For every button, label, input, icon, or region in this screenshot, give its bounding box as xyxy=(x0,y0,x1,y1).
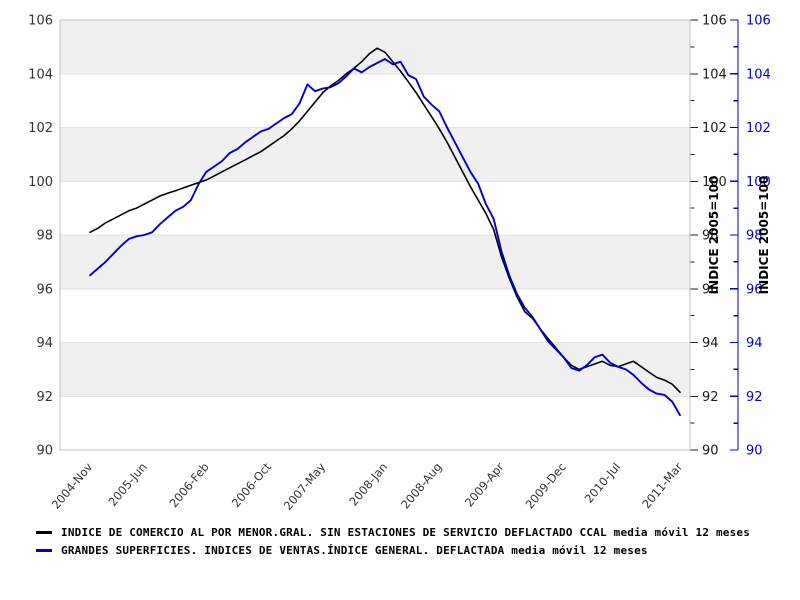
legend-item-comercio: INDICE DE COMERCIO AL POR MENOR.GRAL. SI… xyxy=(36,526,750,539)
svg-text:2006-Oct: 2006-Oct xyxy=(229,460,275,510)
chart-legend: INDICE DE COMERCIO AL POR MENOR.GRAL. SI… xyxy=(36,526,750,557)
svg-text:2011-Mar: 2011-Mar xyxy=(639,460,685,511)
svg-text:2004-Nov: 2004-Nov xyxy=(49,460,96,512)
legend-label-comercio: INDICE DE COMERCIO AL POR MENOR.GRAL. SI… xyxy=(61,526,751,539)
svg-text:92: 92 xyxy=(702,390,719,405)
svg-text:98: 98 xyxy=(36,229,53,244)
x-axis: 2004-Nov 2005-Jun 2006-Feb 2006-Oct 2007-May… xyxy=(49,460,686,513)
svg-text:2010-Jul: 2010-Jul xyxy=(582,460,624,506)
svg-text:2005-Jun: 2005-Jun xyxy=(105,460,149,509)
svg-text:104: 104 xyxy=(28,67,53,82)
svg-text:92: 92 xyxy=(36,390,53,405)
svg-text:2008-Aug: 2008-Aug xyxy=(398,460,444,512)
svg-text:98: 98 xyxy=(702,229,719,244)
svg-text:2008-Jan: 2008-Jan xyxy=(346,460,390,509)
svg-text:90: 90 xyxy=(746,444,763,459)
svg-text:100: 100 xyxy=(746,175,771,190)
legend-item-grandes-superficies: GRANDES SUPERFICIES. INDICES DE VENTAS.Í… xyxy=(36,544,750,557)
svg-text:90: 90 xyxy=(36,444,53,459)
svg-text:102: 102 xyxy=(746,121,771,136)
plot-border xyxy=(59,19,691,451)
svg-text:104: 104 xyxy=(746,67,771,82)
svg-text:96: 96 xyxy=(36,282,53,297)
plot-background-bands xyxy=(60,20,690,397)
y-axis-left: 90 92 94 96 98 100 102 104 106 xyxy=(28,14,53,459)
svg-text:96: 96 xyxy=(702,282,719,297)
svg-text:98: 98 xyxy=(746,229,763,244)
series-line-0 xyxy=(89,47,681,394)
svg-text:90: 90 xyxy=(702,444,719,459)
legend-swatch-black-line xyxy=(36,531,52,534)
svg-text:102: 102 xyxy=(28,121,53,136)
legend-label-grandes-superficies: GRANDES SUPERFICIES. INDICES DE VENTAS.Í… xyxy=(61,544,648,557)
right-axis-2-title: INDICE 2005=100 xyxy=(757,176,771,295)
svg-text:102: 102 xyxy=(702,121,727,136)
svg-text:2009-Apr: 2009-Apr xyxy=(462,460,507,510)
svg-text:2006-Feb: 2006-Feb xyxy=(166,460,211,510)
svg-text:106: 106 xyxy=(746,14,771,29)
y-axis-right-2: 90 92 94 96 98 100 102 104 106 INDICE 2005=100 xyxy=(730,14,771,459)
series-line-1 xyxy=(89,58,681,417)
svg-text:106: 106 xyxy=(28,14,53,29)
svg-text:100: 100 xyxy=(702,175,727,190)
svg-text:94: 94 xyxy=(36,336,53,351)
svg-text:100: 100 xyxy=(28,175,53,190)
y-axis-right-1: 90 92 94 96 98 100 102 104 106 INDICE 2005=100 xyxy=(690,14,727,459)
svg-text:106: 106 xyxy=(702,14,727,29)
gridlines xyxy=(60,73,690,397)
svg-text:2007-May: 2007-May xyxy=(281,460,329,513)
right-axis-1-title: INDICE 2005=100 xyxy=(707,176,721,295)
svg-text:94: 94 xyxy=(746,336,763,351)
svg-text:92: 92 xyxy=(746,390,763,405)
svg-text:2009-Dec: 2009-Dec xyxy=(522,460,569,512)
svg-text:94: 94 xyxy=(702,336,719,351)
svg-text:96: 96 xyxy=(746,282,763,297)
legend-swatch-blue-line xyxy=(36,549,52,552)
svg-text:104: 104 xyxy=(702,67,727,82)
